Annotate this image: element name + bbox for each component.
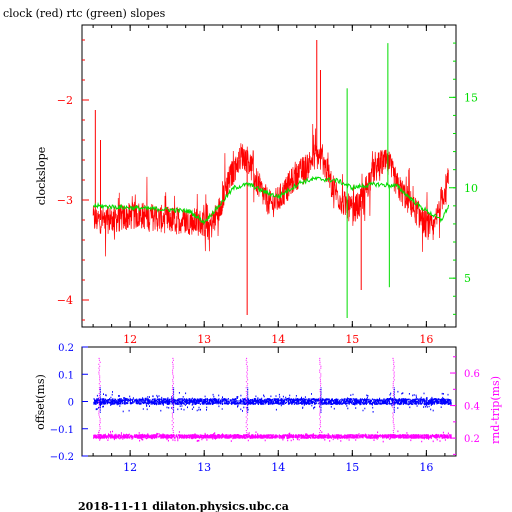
offset-series — [93, 390, 452, 413]
top-y-left-tick-label: −2 — [57, 94, 73, 107]
top-x-tick-label: 12 — [123, 333, 137, 346]
top-y-right-tick-label: 10 — [464, 182, 478, 195]
offset-peak — [173, 387, 175, 413]
offset-peak — [99, 387, 101, 413]
top-x-tick-label: 13 — [197, 333, 211, 346]
offset-peak — [320, 387, 322, 413]
bottom-y-left-tick-label: −0.1 — [50, 425, 74, 436]
chart-title: clock (red) rtc (green) slopes — [3, 7, 166, 20]
clock-rtc-slope-panel: 12 13 14 15 16 −2 −3 −4 15 10 5 clockslope — [35, 24, 478, 346]
offset-rndtrip-panel: 12 13 14 15 16 0.2 0.1 0 −0.1 −0.2 0.6 0.4 0.2 offset… — [34, 343, 502, 474]
offset-axis-label: offset(ms) — [34, 374, 47, 430]
bottom-y-right-tick-label: 0.6 — [464, 369, 480, 380]
bottom-y-left-tick-label: 0.1 — [58, 370, 74, 381]
clock-slope-series — [92, 124, 449, 257]
footer-host: 2018-11-11 dilaton.physics.ubc.ca — [78, 500, 289, 512]
bottom-x-tick-label: 16 — [419, 461, 433, 474]
top-plot-frame — [81, 24, 457, 328]
bottom-x-tick-label: 13 — [197, 461, 211, 474]
rndtrip-series — [93, 430, 452, 443]
top-y-left-tick-label: −4 — [57, 294, 73, 307]
bottom-y-left-tick-label: −0.2 — [50, 452, 74, 463]
bottom-y-right-tick-label: 0.4 — [464, 402, 480, 413]
top-x-tick-label: 16 — [419, 333, 433, 346]
top-y-right-tick-label: 15 — [464, 91, 478, 104]
top-x-tick-label: 14 — [271, 333, 285, 346]
top-y-axis-label: clockslope — [35, 147, 48, 205]
bottom-y-left-tick-label: 0.2 — [58, 343, 74, 354]
bottom-y-right-tick-label: 0.2 — [464, 434, 480, 445]
top-x-tick-label: 15 — [345, 333, 359, 346]
bottom-x-tick-label: 15 — [345, 461, 359, 474]
offset-peak — [247, 387, 249, 413]
rndtrip-peak — [245, 357, 249, 437]
top-y-right-tick-label: 5 — [464, 272, 471, 285]
bottom-y-left-tick-label: 0 — [68, 398, 74, 409]
rndtrip-peak — [98, 357, 101, 437]
bottom-x-tick-label: 14 — [271, 461, 285, 474]
bottom-x-tick-label: 12 — [123, 461, 137, 474]
rndtrip-axis-label: rnd-trip(ms) — [489, 376, 502, 444]
rndtrip-peak — [319, 357, 322, 437]
top-y-left-tick-label: −3 — [57, 194, 73, 207]
offset-peak — [393, 387, 395, 413]
